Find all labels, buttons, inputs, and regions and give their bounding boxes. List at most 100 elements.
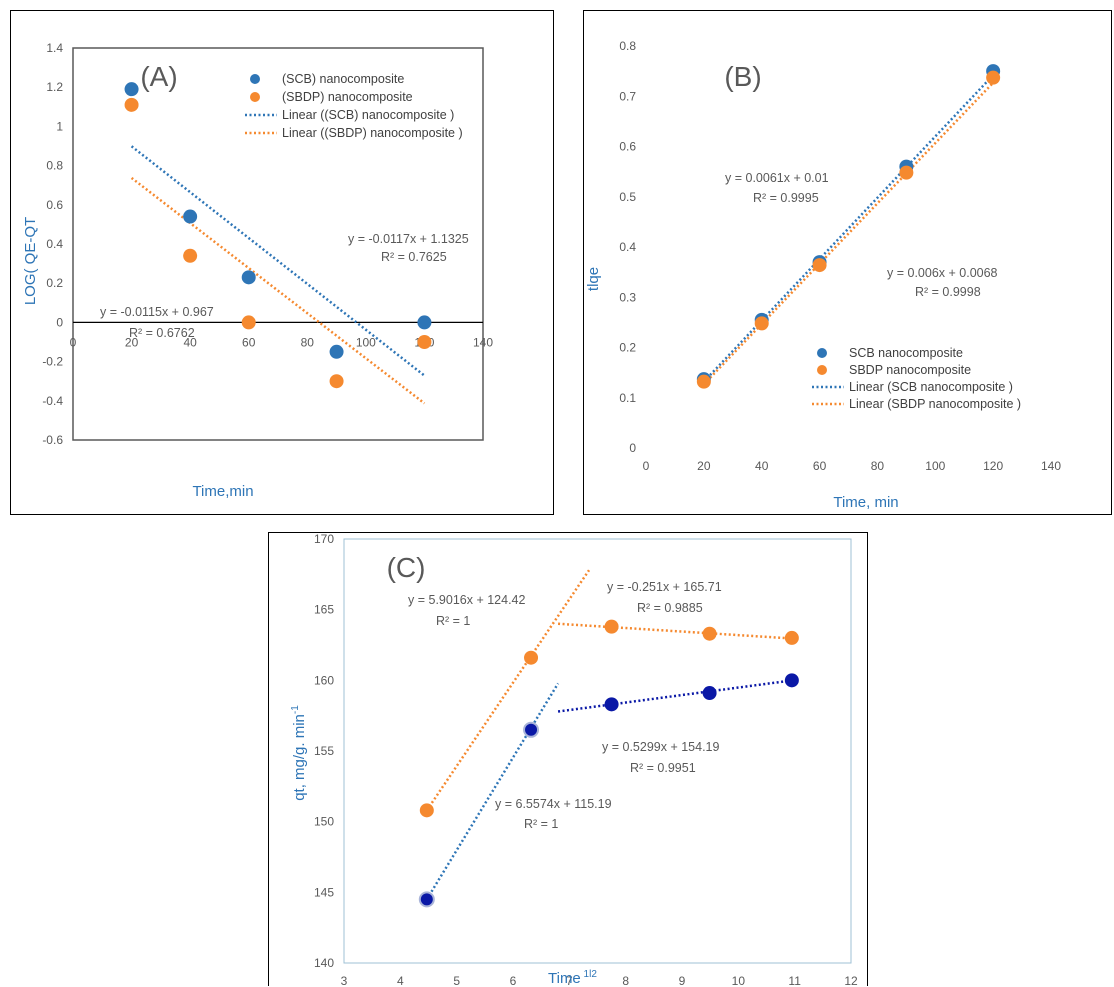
- plot-area-frame: [343, 538, 852, 964]
- y-tick-label: 0.6: [46, 198, 63, 212]
- x-tick-label: 8: [622, 974, 629, 987]
- legend-entry: SCB nanocomposite: [849, 346, 963, 360]
- legend-marker: [817, 348, 827, 358]
- legend-entry: Linear ((SBDP) nanocomposite ): [282, 126, 463, 140]
- trendline-r-squared: R² = 0.9998: [915, 285, 981, 299]
- y-tick-label: -0.4: [42, 394, 63, 408]
- y-tick-label: 0.8: [619, 39, 636, 53]
- data-point: [419, 803, 434, 818]
- trendline: [557, 622, 792, 640]
- legend-marker: [250, 92, 260, 102]
- data-point: [329, 374, 344, 389]
- data-point: [417, 315, 432, 330]
- data-point: [241, 315, 256, 330]
- y-tick-label: 1.2: [46, 80, 63, 94]
- trendline-r-squared: R² = 0.9951: [630, 761, 696, 775]
- legend-entry: (SCB) nanocomposite: [282, 72, 404, 86]
- chart-panel-a: 020406080100120140-0.6-0.4-0.200.20.40.6…: [10, 10, 554, 515]
- data-point: [754, 316, 769, 331]
- y-tick-label: 145: [314, 885, 334, 899]
- x-tick-label: 80: [871, 459, 885, 473]
- trendline-r-squared: R² = 1: [524, 817, 558, 831]
- legend-entry: Linear ((SCB) nanocomposite ): [282, 108, 454, 122]
- y-tick-label: 0.4: [619, 240, 636, 254]
- y-tick-label: 0.2: [619, 341, 636, 355]
- x-tick-label: 140: [1041, 459, 1061, 473]
- y-axis-title: LOG( QE-QT: [22, 217, 39, 305]
- trendline: [557, 679, 793, 713]
- data-point: [899, 165, 914, 180]
- data-point: [604, 697, 619, 712]
- trendline: [425, 569, 591, 812]
- data-point: [241, 270, 256, 285]
- data-point: [702, 626, 717, 641]
- y-tick-label: 0.1: [619, 391, 636, 405]
- trendline: [702, 74, 995, 383]
- y-tick-label: 160: [314, 673, 334, 687]
- trendline-equation: y = 0.0061x + 0.01: [725, 171, 829, 185]
- x-tick-label: 9: [679, 974, 686, 987]
- y-tick-label: 0.8: [46, 159, 63, 173]
- x-tick-label: 40: [183, 335, 197, 349]
- trendline-equation: y = -0.0115x + 0.967: [100, 305, 214, 319]
- x-tick-label: 120: [983, 459, 1003, 473]
- legend-entry: Linear (SBDP nanocomposite ): [849, 397, 1021, 411]
- data-point: [702, 686, 717, 701]
- data-point: [986, 70, 1001, 85]
- trendline-r-squared: R² = 0.9995: [753, 191, 819, 205]
- x-axis-title: Time,min: [192, 483, 253, 500]
- trendline-equation: y = 6.5574x + 115.19: [495, 797, 612, 811]
- chart-panel-c: 3 4 5 6 7 8 9 10 11 12 140 145 150 155 160 165 170 Time 1…: [268, 532, 868, 987]
- trendline-r-squared: R² = 0.7625: [381, 250, 447, 264]
- trendline-equation: y = -0.251x + 165.71: [607, 580, 722, 594]
- y-tick-label: 0.6: [619, 140, 636, 154]
- x-tick-label: 12: [844, 974, 858, 987]
- x-tick-label: 140: [473, 335, 493, 349]
- x-axis-title: Time 1l2: [548, 969, 597, 987]
- y-axis-title-superscript: -1: [290, 705, 301, 714]
- y-tick-label: 0: [629, 441, 636, 455]
- trendline-equation: y = 0.006x + 0.0068: [887, 266, 998, 280]
- legend-entry: SBDP nanocomposite: [849, 363, 971, 377]
- trendline-r-squared: R² = 0.9885: [637, 601, 703, 615]
- plot-area-frame: [72, 47, 484, 441]
- data-point: [417, 335, 432, 349]
- data-point: [124, 82, 139, 97]
- x-tick-label: 0: [643, 459, 650, 473]
- y-tick-label: 0.4: [46, 237, 63, 251]
- y-tick-label: 0.7: [619, 89, 636, 103]
- y-tick-label: 150: [314, 815, 334, 829]
- data-point: [329, 344, 344, 359]
- x-tick-label: 7: [566, 974, 573, 987]
- legend-entry: Linear (SCB nanocomposite ): [849, 380, 1013, 394]
- x-tick-label: 20: [697, 459, 711, 473]
- x-tick-label: 0: [70, 335, 77, 349]
- y-tick-label: 0.3: [619, 290, 636, 304]
- x-tick-label: 20: [125, 335, 139, 349]
- trendline-equation: y = 5.9016x + 124.42: [408, 593, 526, 607]
- trendline-equation: y = 0.5299x + 154.19: [602, 740, 720, 754]
- data-point: [784, 630, 799, 645]
- data-point: [124, 97, 139, 112]
- x-tick-label: 100: [925, 459, 945, 473]
- trendline: [130, 176, 426, 405]
- x-axis-title: Time, min: [833, 494, 898, 511]
- x-tick-label: 5: [453, 974, 460, 987]
- data-point: [812, 258, 827, 273]
- y-tick-label: -0.6: [42, 433, 63, 447]
- chart-b-svg: 0 20 40 60 80 100 120 140 0 0.1 0.2 0.3 0.4 0.5 0.6 0.7…: [585, 39, 1061, 511]
- data-point: [696, 374, 711, 389]
- data-point: [183, 209, 198, 224]
- y-tick-label: 0.5: [619, 190, 636, 204]
- data-point: [604, 619, 619, 634]
- y-tick-label: -0.2: [42, 355, 63, 369]
- chart-c-svg: 3 4 5 6 7 8 9 10 11 12 140 145 150 155 160 165 170 Time 1…: [290, 532, 858, 987]
- y-tick-label: 155: [314, 744, 334, 758]
- x-tick-label: 100: [356, 335, 376, 349]
- chart-a-svg: 020406080100120140-0.6-0.4-0.200.20.40.6…: [22, 41, 493, 500]
- y-tick-label: 170: [314, 532, 334, 546]
- x-tick-label: 6: [510, 974, 517, 987]
- trendline-r-squared: R² = 1: [436, 614, 470, 628]
- trendline-equation: y = -0.0117x + 1.1325: [348, 232, 469, 246]
- panel-label: (A): [140, 61, 177, 92]
